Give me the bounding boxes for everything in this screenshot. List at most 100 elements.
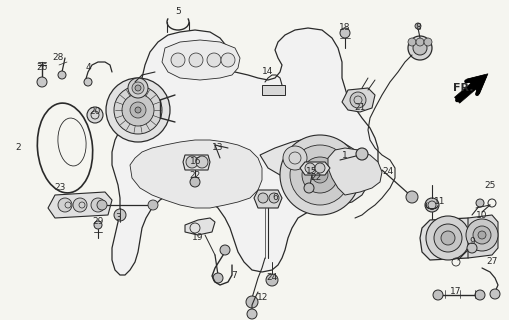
Circle shape xyxy=(426,216,470,260)
Circle shape xyxy=(196,156,208,168)
Circle shape xyxy=(207,53,221,67)
Text: 22: 22 xyxy=(310,173,322,182)
Text: 14: 14 xyxy=(262,68,274,76)
Text: 9: 9 xyxy=(469,237,475,246)
Text: 20: 20 xyxy=(89,108,101,116)
Text: 12: 12 xyxy=(258,293,269,302)
Polygon shape xyxy=(185,218,215,235)
Polygon shape xyxy=(112,28,378,275)
Circle shape xyxy=(283,146,307,170)
Text: 7: 7 xyxy=(231,270,237,279)
Circle shape xyxy=(305,163,315,173)
Text: 19: 19 xyxy=(192,234,204,243)
Circle shape xyxy=(58,71,66,79)
Circle shape xyxy=(190,177,200,187)
Circle shape xyxy=(467,243,477,253)
Text: 22: 22 xyxy=(189,171,201,180)
Circle shape xyxy=(312,167,328,183)
Circle shape xyxy=(433,290,443,300)
Circle shape xyxy=(269,193,279,203)
Polygon shape xyxy=(328,148,382,195)
Text: 11: 11 xyxy=(434,197,446,206)
Polygon shape xyxy=(342,88,375,112)
Circle shape xyxy=(220,245,230,255)
Circle shape xyxy=(266,274,278,286)
Circle shape xyxy=(84,78,92,86)
Circle shape xyxy=(350,92,366,108)
Circle shape xyxy=(413,41,427,55)
Circle shape xyxy=(58,198,72,212)
Circle shape xyxy=(415,23,421,29)
Circle shape xyxy=(302,157,338,193)
Text: 2: 2 xyxy=(15,143,21,153)
Circle shape xyxy=(73,198,87,212)
Text: 18: 18 xyxy=(340,23,351,33)
Circle shape xyxy=(130,102,146,118)
Circle shape xyxy=(441,231,455,245)
Text: 4: 4 xyxy=(85,63,91,73)
Circle shape xyxy=(106,78,170,142)
Polygon shape xyxy=(48,192,112,218)
Circle shape xyxy=(122,94,154,126)
Text: 3: 3 xyxy=(115,213,121,222)
Text: 24: 24 xyxy=(382,167,393,177)
Circle shape xyxy=(189,53,203,67)
Polygon shape xyxy=(468,215,498,258)
Text: 6: 6 xyxy=(272,194,278,203)
Circle shape xyxy=(91,198,105,212)
Polygon shape xyxy=(183,155,210,170)
Circle shape xyxy=(475,290,485,300)
Circle shape xyxy=(247,309,257,319)
Circle shape xyxy=(473,226,491,244)
Polygon shape xyxy=(420,218,478,260)
Circle shape xyxy=(258,193,268,203)
Circle shape xyxy=(213,273,223,283)
Circle shape xyxy=(406,191,418,203)
Text: 8: 8 xyxy=(415,23,421,33)
Polygon shape xyxy=(260,138,370,205)
Text: 13: 13 xyxy=(212,143,224,153)
Text: 27: 27 xyxy=(486,258,498,267)
Circle shape xyxy=(148,200,158,210)
Circle shape xyxy=(246,296,258,308)
Circle shape xyxy=(135,107,141,113)
Circle shape xyxy=(408,36,432,60)
Circle shape xyxy=(94,221,102,229)
Text: 15: 15 xyxy=(306,167,318,177)
Circle shape xyxy=(171,53,185,67)
Text: 21: 21 xyxy=(354,103,365,113)
Text: 29: 29 xyxy=(92,218,104,227)
Circle shape xyxy=(290,145,350,205)
Text: 10: 10 xyxy=(476,211,488,220)
Polygon shape xyxy=(162,40,240,80)
Circle shape xyxy=(221,53,235,67)
Circle shape xyxy=(114,86,162,134)
Text: 1: 1 xyxy=(342,150,348,159)
Circle shape xyxy=(37,77,47,87)
Circle shape xyxy=(97,200,107,210)
Circle shape xyxy=(416,38,424,46)
Text: 17: 17 xyxy=(450,287,462,297)
Text: 24: 24 xyxy=(266,274,277,283)
Circle shape xyxy=(476,199,484,207)
Polygon shape xyxy=(130,140,262,208)
Circle shape xyxy=(424,38,432,46)
Text: 25: 25 xyxy=(484,180,496,189)
Circle shape xyxy=(425,198,439,212)
Circle shape xyxy=(128,78,148,98)
Circle shape xyxy=(356,148,368,160)
Circle shape xyxy=(315,163,325,173)
Circle shape xyxy=(466,219,498,251)
Text: 5: 5 xyxy=(175,7,181,17)
Text: FR.: FR. xyxy=(453,83,473,93)
Circle shape xyxy=(345,158,365,178)
Circle shape xyxy=(280,135,360,215)
Circle shape xyxy=(490,289,500,299)
Circle shape xyxy=(87,107,103,123)
Circle shape xyxy=(304,183,314,193)
Polygon shape xyxy=(254,190,282,208)
Circle shape xyxy=(340,28,350,38)
Circle shape xyxy=(135,85,141,91)
Text: 28: 28 xyxy=(52,53,64,62)
Text: 26: 26 xyxy=(36,63,48,73)
